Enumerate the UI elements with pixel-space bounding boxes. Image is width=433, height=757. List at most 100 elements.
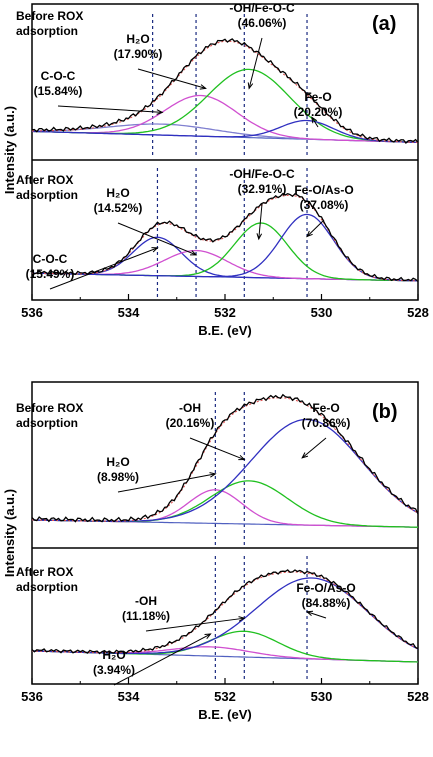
peak-annotation: -OH [135,594,157,608]
annotation-arrow [301,437,327,459]
peak-annotation: (11.18%) [122,609,170,623]
panel-label: (a) [372,13,396,35]
annotation-arrow [306,611,327,619]
annotation-arrowhead [238,454,246,461]
panel-b: 536 534 532 530 528 B.E. (eV) Intensity (a.u.)… [2,381,429,722]
subplot-title: adsorption [16,188,78,202]
x-tick-label: 528 [407,689,429,704]
annotation-arrow [49,247,158,290]
peak-annotation: H₂O [106,186,129,200]
peak-annotation: (20.16%) [166,416,215,430]
peak-annotation: (15.49%) [26,267,75,281]
peak-annotation: (8.98%) [97,470,139,484]
peak-annotation: (20.20%) [294,105,343,119]
subplot-title: Before ROX [16,401,83,415]
annotation-arrowhead [190,250,198,256]
raw-spectrum [31,393,419,523]
annotation-arrow [113,633,211,686]
annotation-arrowhead [209,472,217,478]
peak-annotation: (70.86%) [302,416,351,430]
panel-a: 536 534 532 530 528 B.E. (eV) Intensity (a.u.)… [2,1,429,338]
peak-annotation: (37.08%) [300,198,349,212]
subplot-title: After ROX [16,173,73,187]
annotation-arrow [57,105,163,113]
annotation-arrow [117,222,197,256]
fitted-envelope [32,571,419,654]
subplot-title: Before ROX [16,9,83,23]
component-curve [32,418,419,522]
peak-annotation: (32.91%) [238,182,287,196]
annotation-arrowhead [301,452,309,459]
x-tick-label: 528 [407,305,429,320]
annotation-arrowhead [151,247,159,253]
raw-spectrum [31,569,419,655]
peak-annotation: (15.84%) [34,84,83,98]
fitted-envelope [32,397,419,522]
peak-annotation: H₂O [102,648,125,662]
peak-annotation: Fe-O/As-O [296,581,355,595]
annotation-arrow [306,219,325,237]
annotation-arrowhead [306,230,313,238]
x-axis-label: B.E. (eV) [198,707,251,722]
x-tick-label: 530 [311,689,333,704]
annotation-arrowhead [204,633,212,639]
annotation-arrow [137,68,206,89]
peak-annotation: (84.88%) [302,596,351,610]
peak-annotation: -OH [179,401,201,415]
annotation-arrowhead [305,610,314,617]
panel-label: (b) [372,401,398,423]
component-curve [32,630,419,663]
x-tick-label: 534 [118,689,140,704]
component-curve [31,119,419,144]
component-curve [32,577,419,655]
peak-annotation: H₂O [106,455,129,469]
y-axis-label: Intensity (a.u.) [2,489,17,577]
annotation-arrowhead [256,233,263,241]
y-axis-label: Intensity (a.u.) [2,106,17,194]
x-tick-label: 532 [214,305,236,320]
plot-frame [31,381,419,685]
annotation-arrowhead [238,616,246,622]
annotation-arrowhead [199,84,207,90]
peak-annotation: H₂O [126,32,149,46]
annotation-arrowhead [247,82,254,90]
peak-annotation: (3.94%) [93,663,135,677]
fitted-envelope [32,194,419,282]
peak-annotation: (46.06%) [238,16,287,30]
peak-annotation: (14.52%) [94,201,143,215]
fitted-envelope [32,40,419,143]
annotation-arrowhead [156,109,164,115]
x-tick-label: 530 [311,305,333,320]
peak-annotation: C-O-C [41,69,76,83]
raw-spectrum [31,38,419,144]
peak-annotation: Fe-O [312,401,339,415]
annotation-arrow [145,617,245,632]
subplot-title: adsorption [16,24,78,38]
x-tick-label: 532 [214,689,236,704]
peak-annotation: (17.90%) [114,47,163,61]
raw-spectrum [31,192,419,282]
subplot-title: After ROX [16,565,73,579]
x-tick-label: 534 [118,305,140,320]
subplot-title: adsorption [16,416,78,430]
x-tick-label: 536 [21,305,43,320]
annotation-arrowhead [311,116,318,124]
peak-annotation: C-O-C [33,252,68,266]
x-axis-label: B.E. (eV) [198,323,251,338]
annotation-arrow [248,37,263,89]
annotation-arrow [117,473,216,493]
x-tick-label: 536 [21,689,43,704]
subplot-title: adsorption [16,580,78,594]
peak-annotation: Fe-O [304,90,331,104]
annotation-arrow [189,437,245,460]
annotation-arrow [311,117,319,128]
peak-annotation: -OH/Fe-O-C [229,167,295,181]
peak-annotation: -OH/Fe-O-C [229,1,295,15]
peak-annotation: Fe-O/As-O [294,183,353,197]
annotation-arrow [258,203,263,240]
